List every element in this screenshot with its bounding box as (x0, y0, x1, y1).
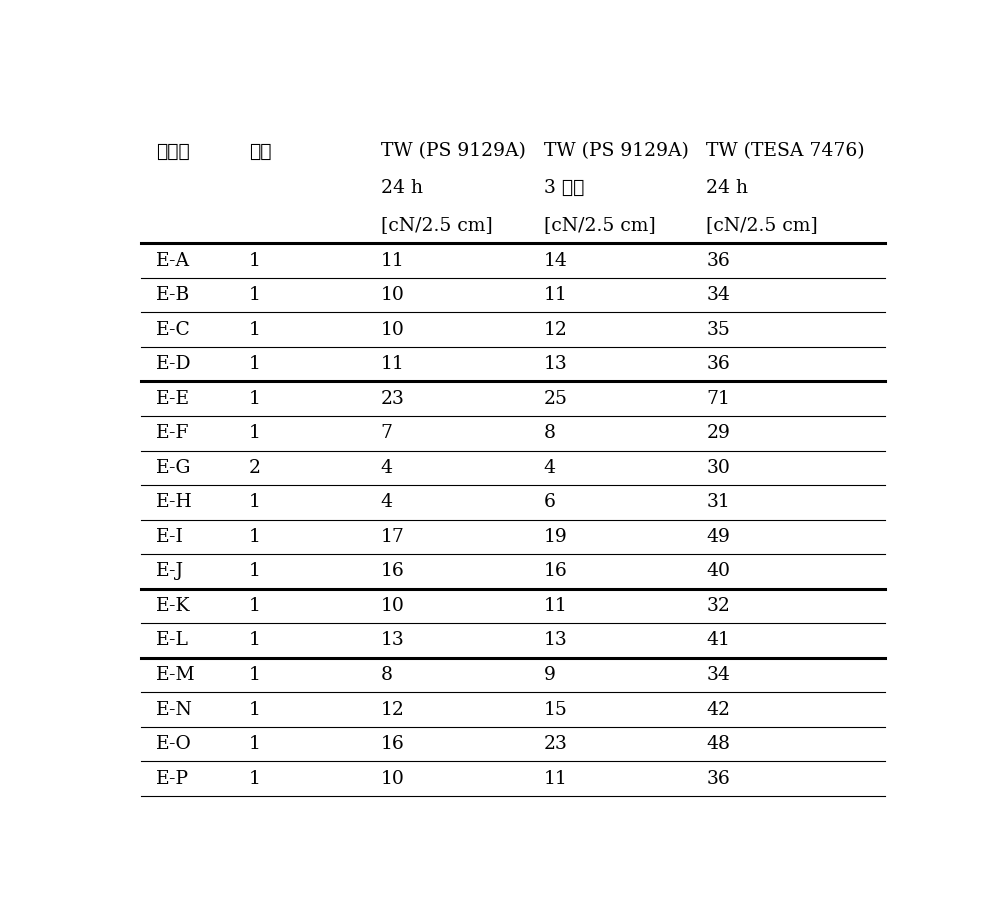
Text: 24 h: 24 h (381, 179, 423, 198)
Text: 8: 8 (544, 424, 556, 442)
Text: 49: 49 (706, 528, 730, 546)
Text: 10: 10 (381, 769, 405, 787)
Text: 48: 48 (706, 735, 730, 753)
Text: 7: 7 (381, 424, 393, 442)
Text: 11: 11 (544, 597, 567, 615)
Text: 40: 40 (706, 563, 730, 581)
Text: E-F: E-F (156, 424, 190, 442)
Text: E-M: E-M (156, 666, 196, 684)
Text: 13: 13 (544, 355, 567, 373)
Text: 1: 1 (249, 528, 261, 546)
Text: E-I: E-I (156, 528, 184, 546)
Text: TW (PS 9129A): TW (PS 9129A) (544, 142, 688, 160)
Text: 1: 1 (249, 735, 261, 753)
Text: E-B: E-B (156, 286, 190, 304)
Text: 10: 10 (381, 597, 405, 615)
Text: 42: 42 (706, 700, 730, 718)
Text: 17: 17 (381, 528, 405, 546)
Text: E-D: E-D (156, 355, 192, 373)
Text: 34: 34 (706, 286, 730, 304)
Text: E-A: E-A (156, 252, 190, 270)
Text: 36: 36 (706, 769, 730, 787)
Text: 13: 13 (381, 631, 404, 650)
Text: 1: 1 (249, 424, 261, 442)
Text: E-O: E-O (156, 735, 192, 753)
Text: 31: 31 (706, 494, 730, 511)
Text: 19: 19 (544, 528, 567, 546)
Text: 1: 1 (249, 390, 261, 408)
Text: 1: 1 (249, 700, 261, 718)
Text: E-P: E-P (156, 769, 189, 787)
Text: 36: 36 (706, 252, 730, 270)
Text: 1: 1 (249, 494, 261, 511)
Text: 1: 1 (249, 252, 261, 270)
Text: 4: 4 (381, 494, 393, 511)
Text: 24 h: 24 h (706, 179, 748, 198)
Text: 实施例: 实施例 (156, 142, 190, 160)
Text: 16: 16 (381, 563, 404, 581)
Text: 71: 71 (706, 390, 730, 408)
Text: 23: 23 (381, 390, 405, 408)
Text: 15: 15 (544, 700, 567, 718)
Text: 29: 29 (706, 424, 730, 442)
Text: 1: 1 (249, 286, 261, 304)
Text: 14: 14 (544, 252, 567, 270)
Text: E-H: E-H (156, 494, 193, 511)
Text: 32: 32 (706, 597, 730, 615)
Text: 4: 4 (544, 458, 556, 477)
Text: 30: 30 (706, 458, 730, 477)
Text: 11: 11 (381, 252, 404, 270)
Text: 1: 1 (249, 355, 261, 373)
Text: 12: 12 (381, 700, 405, 718)
Text: 41: 41 (706, 631, 730, 650)
Text: 1: 1 (249, 769, 261, 787)
Text: E-K: E-K (156, 597, 190, 615)
Text: 23: 23 (544, 735, 567, 753)
Text: E-J: E-J (156, 563, 184, 581)
Text: 10: 10 (381, 286, 405, 304)
Text: 1: 1 (249, 631, 261, 650)
Text: E-E: E-E (156, 390, 190, 408)
Text: 1: 1 (249, 597, 261, 615)
Text: 擦除: 擦除 (249, 142, 272, 160)
Text: 2: 2 (249, 458, 261, 477)
Text: 1: 1 (249, 321, 261, 339)
Text: 11: 11 (544, 769, 567, 787)
Text: 6: 6 (544, 494, 555, 511)
Text: E-C: E-C (156, 321, 191, 339)
Text: E-L: E-L (156, 631, 189, 650)
Text: 8: 8 (381, 666, 393, 684)
Text: [cN/2.5 cm]: [cN/2.5 cm] (381, 216, 492, 234)
Text: 3 个月: 3 个月 (544, 179, 584, 198)
Text: 1: 1 (249, 666, 261, 684)
Text: 35: 35 (706, 321, 730, 339)
Text: [cN/2.5 cm]: [cN/2.5 cm] (544, 216, 655, 234)
Text: TW (TESA 7476): TW (TESA 7476) (706, 142, 865, 160)
Text: 11: 11 (544, 286, 567, 304)
Text: 4: 4 (381, 458, 393, 477)
Text: 10: 10 (381, 321, 405, 339)
Text: 25: 25 (544, 390, 568, 408)
Text: E-N: E-N (156, 700, 193, 718)
Text: TW (PS 9129A): TW (PS 9129A) (381, 142, 526, 160)
Text: 16: 16 (544, 563, 567, 581)
Text: 13: 13 (544, 631, 567, 650)
Text: [cN/2.5 cm]: [cN/2.5 cm] (706, 216, 818, 234)
Text: 16: 16 (381, 735, 404, 753)
Text: 34: 34 (706, 666, 730, 684)
Text: 9: 9 (544, 666, 555, 684)
Text: 36: 36 (706, 355, 730, 373)
Text: 11: 11 (381, 355, 404, 373)
Text: 1: 1 (249, 563, 261, 581)
Text: 12: 12 (544, 321, 567, 339)
Text: E-G: E-G (156, 458, 192, 477)
